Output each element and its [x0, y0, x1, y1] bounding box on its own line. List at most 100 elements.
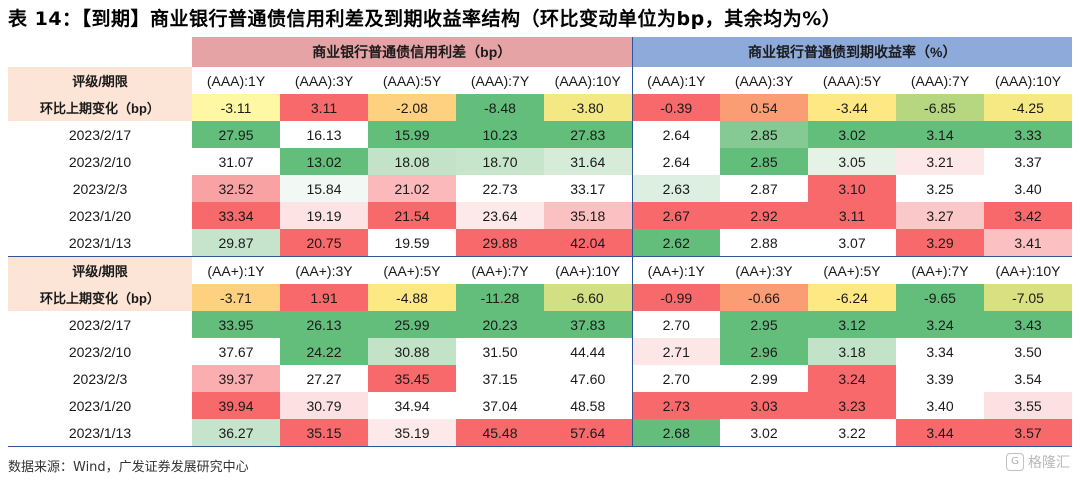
column-header: (AA+):5Y: [808, 256, 896, 284]
watermark-text: 格隆汇: [1028, 455, 1070, 471]
watermark: G 格隆汇: [1006, 452, 1070, 472]
value-cell: 33.95: [192, 311, 280, 338]
value-cell: 48.58: [544, 392, 632, 419]
value-cell: 2.87: [720, 175, 808, 202]
value-cell: 3.39: [896, 365, 984, 392]
value-cell: 2.92: [720, 202, 808, 229]
value-cell: 3.27: [896, 202, 984, 229]
change-cell: 3.11: [280, 94, 368, 121]
value-cell: 3.24: [808, 365, 896, 392]
value-cell: 2.85: [720, 148, 808, 175]
table-row: 2023/1/20 33.34 19.19 21.54 23.64 35.18 2.67 2.…: [8, 202, 1073, 229]
value-cell: 33.17: [544, 175, 632, 202]
change-cell: -8.48: [456, 94, 544, 121]
value-cell: 3.11: [808, 202, 896, 229]
value-cell: 3.43: [984, 311, 1073, 338]
value-cell: 24.22: [280, 338, 368, 365]
value-cell: 30.88: [368, 338, 456, 365]
date-cell: 2023/1/20: [8, 392, 192, 419]
date-cell: 2023/2/17: [8, 121, 192, 148]
table-row: 2023/2/17 33.95 26.13 25.99 20.23 37.83 2.70 2.…: [8, 311, 1073, 338]
value-cell: 27.83: [544, 121, 632, 148]
change-row: 环比上期变化（bp） -3.11 3.11 -2.08 -8.48 -3.80 -0.39 0…: [8, 94, 1073, 121]
value-cell: 3.21: [896, 148, 984, 175]
change-cell: -0.99: [631, 284, 720, 311]
table-row: 2023/2/10 31.07 13.02 18.08 18.70 31.64 2.64 2.…: [8, 148, 1073, 175]
date-cell: 2023/2/10: [8, 338, 192, 365]
value-cell: 35.18: [544, 202, 632, 229]
change-cell: 1.91: [280, 284, 368, 311]
rating-term-label: 评级/期限: [8, 67, 192, 94]
value-cell: 27.95: [192, 121, 280, 148]
value-cell: 3.05: [808, 148, 896, 175]
value-cell: 45.48: [456, 419, 544, 446]
value-cell: 21.54: [368, 202, 456, 229]
value-cell: 2.85: [720, 121, 808, 148]
value-cell: 3.07: [808, 229, 896, 257]
column-header-row: 评级/期限 (AA+):1Y (AA+):3Y (AA+):5Y (AA+):7Y (AA…: [8, 256, 1073, 284]
corner-cell: [8, 37, 192, 67]
change-cell: -9.65: [896, 284, 984, 311]
value-cell: 3.33: [984, 121, 1073, 148]
column-header: (AA+):3Y: [280, 256, 368, 284]
value-cell: 13.02: [280, 148, 368, 175]
value-cell: 25.99: [368, 311, 456, 338]
change-cell: -4.25: [984, 94, 1073, 121]
value-cell: 32.52: [192, 175, 280, 202]
value-cell: 3.10: [808, 175, 896, 202]
value-cell: 3.40: [896, 392, 984, 419]
value-cell: 16.13: [280, 121, 368, 148]
table-row: 2023/2/10 37.67 24.22 30.88 31.50 44.44 2.71 2.…: [8, 338, 1073, 365]
change-cell: -4.88: [368, 284, 456, 311]
value-cell: 21.02: [368, 175, 456, 202]
spread-yield-table: 商业银行普通债信用利差（bp） 商业银行普通债到期收益率（%） 评级/期限 (AA…: [8, 37, 1073, 446]
value-cell: 3.29: [896, 229, 984, 257]
value-cell: 2.99: [720, 365, 808, 392]
value-cell: 3.02: [720, 419, 808, 446]
value-cell: 3.55: [984, 392, 1073, 419]
value-cell: 3.34: [896, 338, 984, 365]
column-header: (AAA):5Y: [808, 67, 896, 94]
column-header: (AA+):7Y: [896, 256, 984, 284]
value-cell: 15.84: [280, 175, 368, 202]
change-row: 环比上期变化（bp） -3.71 1.91 -4.88 -11.28 -6.60 -0.99…: [8, 284, 1073, 311]
column-header: (AAA):10Y: [544, 67, 632, 94]
value-cell: 29.88: [456, 229, 544, 257]
change-cell: -6.60: [544, 284, 632, 311]
value-cell: 35.15: [280, 419, 368, 446]
table-row: 2023/2/3 39.37 27.27 35.45 37.15 47.60 2.70 2.9…: [8, 365, 1073, 392]
value-cell: 2.70: [631, 365, 720, 392]
value-cell: 44.44: [544, 338, 632, 365]
change-cell: -6.24: [808, 284, 896, 311]
value-cell: 3.22: [808, 419, 896, 446]
column-header: (AAA):7Y: [896, 67, 984, 94]
value-cell: 26.13: [280, 311, 368, 338]
value-cell: 19.59: [368, 229, 456, 257]
value-cell: 39.37: [192, 365, 280, 392]
rating-term-label: 评级/期限: [8, 256, 192, 284]
value-cell: 2.73: [631, 392, 720, 419]
value-cell: 36.27: [192, 419, 280, 446]
value-cell: 20.75: [280, 229, 368, 257]
value-cell: 3.23: [808, 392, 896, 419]
date-cell: 2023/1/13: [8, 419, 192, 446]
value-cell: 3.37: [984, 148, 1073, 175]
column-header: (AA+):10Y: [544, 256, 632, 284]
value-cell: 3.12: [808, 311, 896, 338]
change-label: 环比上期变化（bp）: [8, 94, 192, 121]
value-cell: 2.64: [631, 148, 720, 175]
value-cell: 23.64: [456, 202, 544, 229]
value-cell: 3.57: [984, 419, 1073, 446]
value-cell: 3.25: [896, 175, 984, 202]
value-cell: 39.94: [192, 392, 280, 419]
value-cell: 2.63: [631, 175, 720, 202]
value-cell: 31.07: [192, 148, 280, 175]
value-cell: 57.64: [544, 419, 632, 446]
change-cell: -0.66: [720, 284, 808, 311]
change-cell: -6.85: [896, 94, 984, 121]
value-cell: 2.70: [631, 311, 720, 338]
value-cell: 3.18: [808, 338, 896, 365]
column-header: (AA+):10Y: [984, 256, 1073, 284]
date-cell: 2023/2/3: [8, 365, 192, 392]
value-cell: 3.54: [984, 365, 1073, 392]
